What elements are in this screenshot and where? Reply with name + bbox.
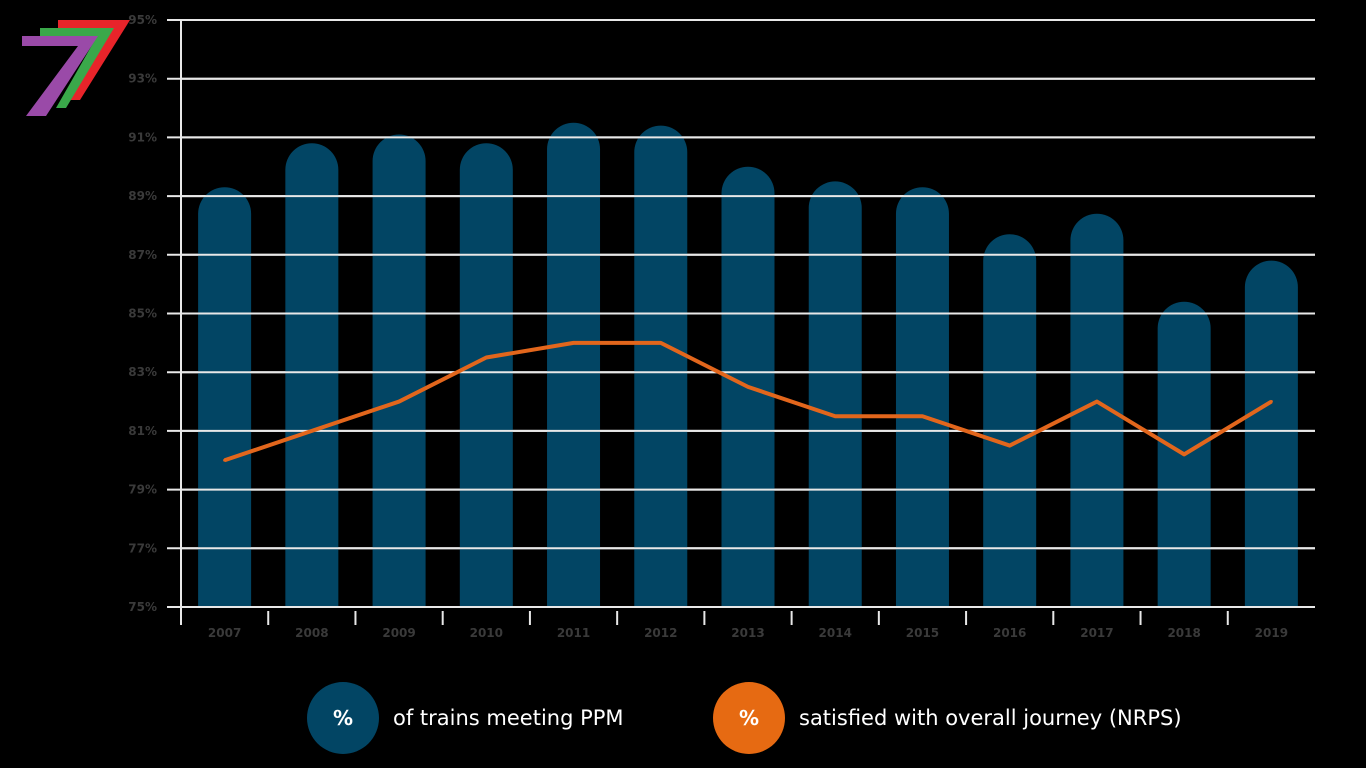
bar-2008 (285, 143, 339, 607)
x-tick-label: 2009 (382, 626, 415, 640)
x-tick-label: 2012 (644, 626, 677, 640)
x-tick-label: 2014 (819, 626, 852, 640)
y-tick-label: 75% (128, 600, 157, 614)
y-tick-label: 83% (128, 365, 157, 379)
x-tick-label: 2011 (557, 626, 590, 640)
logo-green-stripe (40, 28, 114, 108)
nrps-point-2012 (659, 341, 663, 345)
nrps-point-2014 (833, 414, 837, 418)
y-tick-label: 85% (128, 307, 157, 321)
legend-label-ppm: of trains meeting PPM (393, 706, 624, 730)
bar-2010 (459, 143, 513, 607)
bar-2009 (372, 134, 426, 607)
x-tick-label: 2016 (993, 626, 1026, 640)
legend-swatch-nrps: % (713, 682, 785, 754)
nrps-point-2015 (920, 414, 924, 418)
x-tick-label: 2013 (731, 626, 764, 640)
legend-item-ppm: % of trains meeting PPM (307, 682, 624, 754)
x-tick-label: 2015 (906, 626, 939, 640)
x-tick-label: 2019 (1255, 626, 1288, 640)
bar-2012 (634, 125, 688, 608)
bar-2015 (895, 187, 949, 608)
y-tick-label: 95% (128, 13, 157, 27)
nrps-point-2017 (1095, 400, 1099, 404)
logo-purple-stripe (22, 36, 98, 116)
chart: 75% 77% 79% 81% 83% 85% 87% 89% 91% 93% 95% 2007 200… (128, 13, 1315, 640)
y-tick-label: 81% (128, 424, 157, 438)
legend-label-nrps: satisfied with overall journey (NRPS) (799, 706, 1182, 730)
x-tick-label: 2008 (295, 626, 328, 640)
nrps-point-2018 (1182, 452, 1186, 456)
x-tick-label: 2017 (1080, 626, 1113, 640)
bar-2017 (1070, 213, 1124, 607)
y-tick-label: 91% (128, 130, 157, 144)
legend-item-nrps: % satisfied with overall journey (NRPS) (713, 682, 1182, 754)
nrps-point-2019 (1269, 400, 1273, 404)
y-tick-label: 79% (128, 483, 157, 497)
y-tick-label: 87% (128, 248, 157, 262)
x-tick-label: 2010 (470, 626, 503, 640)
y-tick-label: 93% (128, 72, 157, 86)
bar-2016 (983, 234, 1037, 607)
nrps-point-2010 (484, 356, 488, 360)
nrps-point-2016 (1008, 444, 1012, 448)
bar-2019 (1244, 260, 1298, 607)
y-tick-label: 77% (128, 541, 157, 555)
nrps-point-2008 (310, 429, 314, 433)
nrps-point-2009 (397, 400, 401, 404)
bar-2007 (198, 187, 252, 608)
bar-2014 (808, 181, 862, 608)
nrps-point-2011 (572, 341, 576, 345)
nrps-point-2013 (746, 385, 750, 389)
x-tick-label: 2018 (1167, 626, 1200, 640)
x-tick-label: 2007 (208, 626, 241, 640)
bar-2011 (547, 122, 601, 608)
legend-swatch-ppm: % (307, 682, 379, 754)
y-tick-label: 89% (128, 189, 157, 203)
chevron-seven-logo-icon (22, 20, 130, 116)
nrps-point-2007 (223, 458, 227, 462)
